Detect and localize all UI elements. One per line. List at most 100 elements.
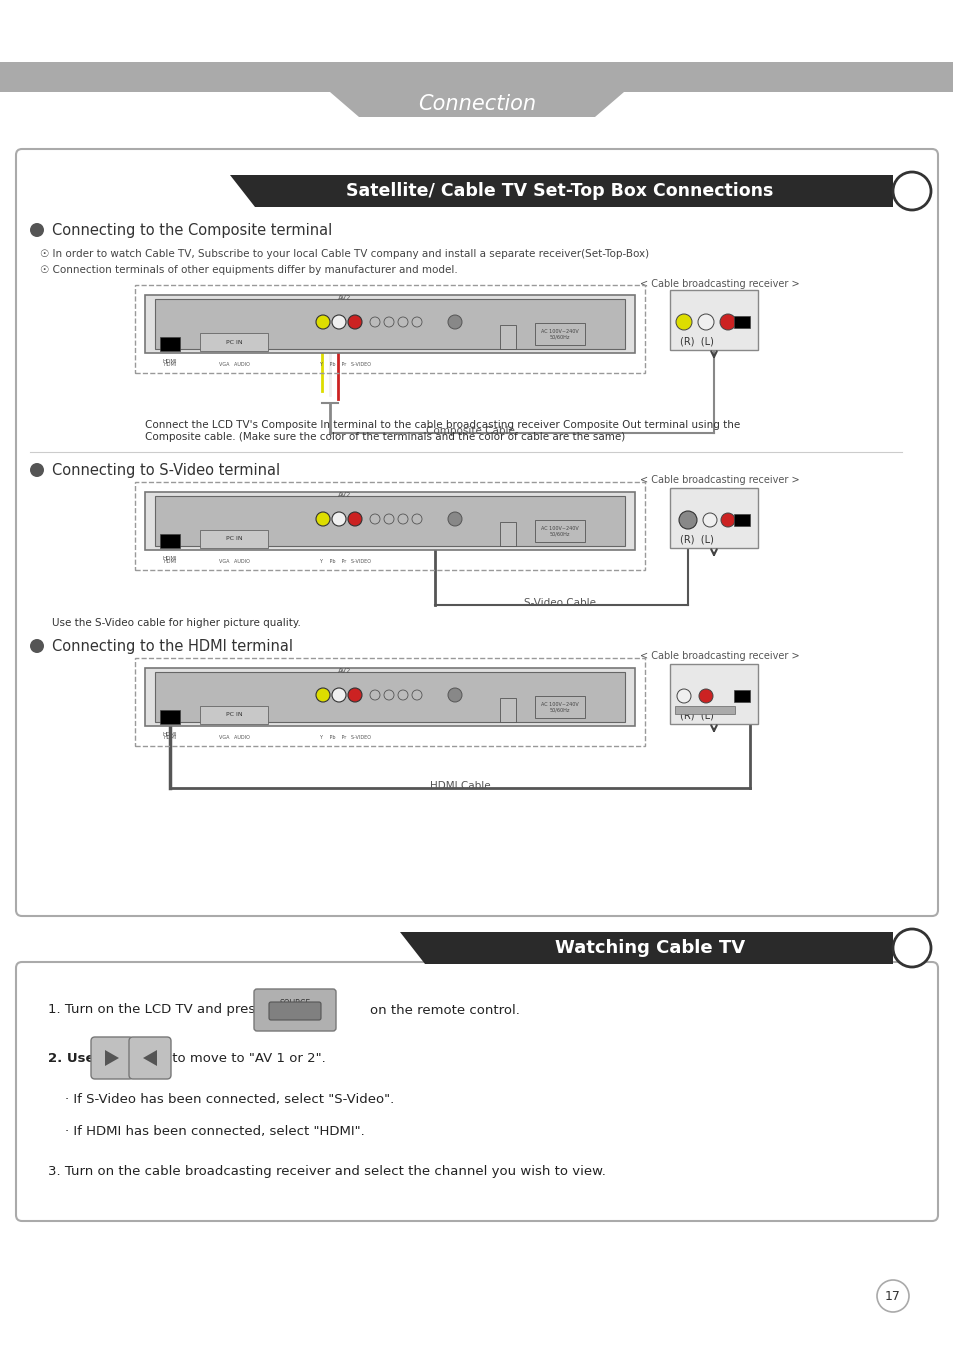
Circle shape xyxy=(370,690,379,700)
Circle shape xyxy=(679,511,697,530)
Circle shape xyxy=(412,513,421,524)
Circle shape xyxy=(677,689,690,703)
Text: HDMI: HDMI xyxy=(163,735,176,740)
Text: HDMI: HDMI xyxy=(163,362,176,367)
Bar xyxy=(154,671,624,721)
Circle shape xyxy=(332,688,346,703)
Text: (R)  (L): (R) (L) xyxy=(679,535,713,544)
Bar xyxy=(135,285,644,373)
Text: S-Video Cable: S-Video Cable xyxy=(523,598,596,608)
Bar xyxy=(499,326,516,349)
Circle shape xyxy=(702,513,717,527)
Text: VGA   AUDIO: VGA AUDIO xyxy=(218,735,249,740)
Bar xyxy=(200,530,268,549)
FancyBboxPatch shape xyxy=(269,1002,320,1020)
Text: AC 100V~240V
50/60Hz: AC 100V~240V 50/60Hz xyxy=(540,328,578,339)
Bar xyxy=(154,496,624,546)
Text: 1. Turn on the LCD TV and press: 1. Turn on the LCD TV and press xyxy=(48,1004,262,1016)
Text: Y     Pb    Pr   S-VIDEO: Y Pb Pr S-VIDEO xyxy=(318,559,371,563)
Text: < Cable broadcasting receiver >: < Cable broadcasting receiver > xyxy=(639,651,799,661)
Circle shape xyxy=(720,313,735,330)
Bar xyxy=(160,336,180,351)
Circle shape xyxy=(384,690,394,700)
Polygon shape xyxy=(399,932,892,965)
Text: HDMI: HDMI xyxy=(163,359,177,363)
Text: to move to "AV 1 or 2".: to move to "AV 1 or 2". xyxy=(168,1051,325,1065)
Text: on the remote control.: on the remote control. xyxy=(370,1004,519,1016)
Bar xyxy=(200,707,268,724)
Circle shape xyxy=(397,513,408,524)
Text: · If HDMI has been connected, select "HDMI".: · If HDMI has been connected, select "HD… xyxy=(65,1125,364,1139)
Circle shape xyxy=(370,317,379,327)
Bar xyxy=(733,316,749,328)
Circle shape xyxy=(332,512,346,526)
FancyBboxPatch shape xyxy=(91,1038,132,1079)
Bar xyxy=(160,711,180,724)
Text: AV2: AV2 xyxy=(338,492,352,499)
Circle shape xyxy=(348,688,361,703)
Circle shape xyxy=(698,313,713,330)
Bar xyxy=(675,707,734,713)
Polygon shape xyxy=(143,1050,157,1066)
Text: ☉ Connection terminals of other equipments differ by manufacturer and model.: ☉ Connection terminals of other equipmen… xyxy=(40,265,457,276)
Circle shape xyxy=(720,513,734,527)
Bar xyxy=(535,696,584,717)
Circle shape xyxy=(384,317,394,327)
Circle shape xyxy=(876,1279,908,1312)
Circle shape xyxy=(315,512,330,526)
Text: Connecting to the Composite terminal: Connecting to the Composite terminal xyxy=(52,223,332,238)
Text: 17: 17 xyxy=(884,1289,900,1302)
Text: ☉ In order to watch Cable TV, Subscribe to your local Cable TV company and insta: ☉ In order to watch Cable TV, Subscribe … xyxy=(40,249,648,259)
Text: Composite Cable: Composite Cable xyxy=(425,426,514,436)
Circle shape xyxy=(315,315,330,330)
Bar xyxy=(145,492,635,550)
Circle shape xyxy=(892,172,930,209)
Circle shape xyxy=(384,513,394,524)
Bar xyxy=(733,690,749,703)
Text: HDMI: HDMI xyxy=(163,557,177,561)
Bar xyxy=(160,534,180,549)
Circle shape xyxy=(30,463,44,477)
Text: HDMI: HDMI xyxy=(163,732,177,738)
Bar xyxy=(669,663,758,724)
Polygon shape xyxy=(230,176,892,207)
Bar xyxy=(499,698,516,721)
Circle shape xyxy=(892,929,930,967)
Text: Connecting to S-Video terminal: Connecting to S-Video terminal xyxy=(52,462,280,477)
FancyBboxPatch shape xyxy=(253,989,335,1031)
Bar xyxy=(535,520,584,542)
Text: 2. Use: 2. Use xyxy=(48,1051,94,1065)
Text: Y     Pb    Pr   S-VIDEO: Y Pb Pr S-VIDEO xyxy=(318,735,371,740)
Bar xyxy=(499,521,516,546)
FancyBboxPatch shape xyxy=(16,149,937,916)
Bar xyxy=(669,290,758,350)
Text: AV2: AV2 xyxy=(338,295,352,301)
Text: Y     Pb    Pr   S-VIDEO: Y Pb Pr S-VIDEO xyxy=(318,362,371,367)
Bar xyxy=(535,323,584,345)
Bar xyxy=(669,488,758,549)
Text: Connect the LCD TV's Composite In terminal to the cable broadcasting receiver Co: Connect the LCD TV's Composite In termin… xyxy=(145,420,740,442)
FancyBboxPatch shape xyxy=(16,962,937,1221)
Text: (R)  (L): (R) (L) xyxy=(679,711,713,721)
Circle shape xyxy=(30,639,44,653)
Polygon shape xyxy=(330,92,623,118)
Text: AC 100V~240V
50/60Hz: AC 100V~240V 50/60Hz xyxy=(540,701,578,712)
Circle shape xyxy=(676,313,691,330)
Circle shape xyxy=(397,690,408,700)
Circle shape xyxy=(315,688,330,703)
Circle shape xyxy=(30,223,44,236)
Text: AV2: AV2 xyxy=(338,667,352,674)
Text: < Cable broadcasting receiver >: < Cable broadcasting receiver > xyxy=(639,280,799,289)
Text: Connecting to the HDMI terminal: Connecting to the HDMI terminal xyxy=(52,639,293,654)
Text: Connection: Connection xyxy=(417,95,536,115)
Bar xyxy=(154,299,624,349)
Circle shape xyxy=(348,315,361,330)
FancyBboxPatch shape xyxy=(129,1038,171,1079)
Text: (R)  (L): (R) (L) xyxy=(679,336,713,347)
Circle shape xyxy=(699,689,712,703)
Circle shape xyxy=(448,315,461,330)
Bar xyxy=(200,332,268,351)
Text: AC 100V~240V
50/60Hz: AC 100V~240V 50/60Hz xyxy=(540,526,578,536)
Polygon shape xyxy=(105,1050,119,1066)
Bar xyxy=(135,658,644,746)
